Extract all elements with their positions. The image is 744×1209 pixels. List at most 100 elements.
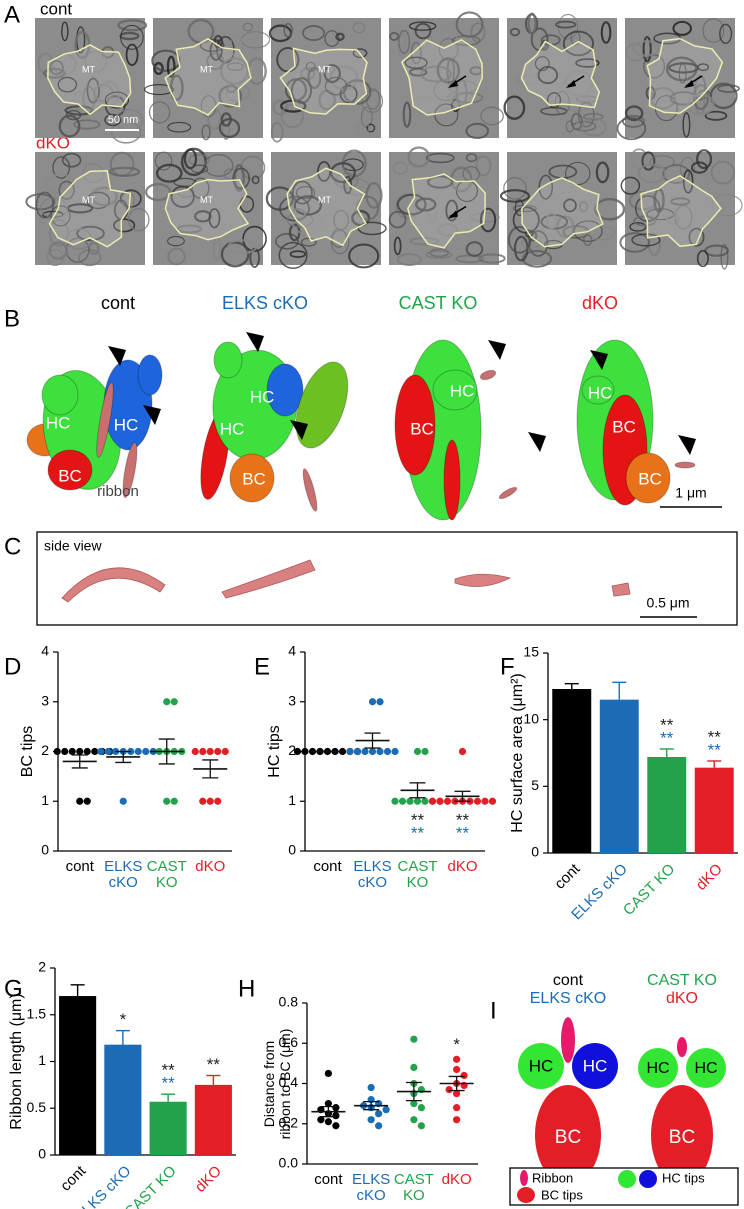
bc-shape — [535, 1085, 601, 1185]
terminal-outline — [164, 178, 250, 241]
em-texture — [674, 204, 693, 230]
data-point — [324, 1118, 332, 1126]
em-texture — [425, 152, 455, 164]
em-texture — [72, 91, 87, 111]
em-texture — [166, 55, 176, 78]
terminal-outline — [48, 170, 132, 248]
em-texture — [148, 101, 171, 124]
em-texture — [478, 253, 506, 264]
em-texture — [668, 62, 699, 74]
reconstruction-part — [498, 486, 518, 500]
data-point — [361, 747, 369, 756]
em-texture — [73, 119, 101, 130]
arrow-head — [448, 80, 458, 88]
y-axis-label: HC surface area (μm²) — [509, 673, 526, 832]
em-texture — [155, 163, 183, 183]
part-label: HC — [450, 381, 475, 400]
reconstruction-part — [302, 468, 318, 512]
terminal-outline — [279, 47, 368, 115]
data-point — [170, 698, 178, 706]
em-texture — [295, 186, 316, 199]
bc-label: BC — [555, 1127, 581, 1148]
x-tick-label: dKO — [195, 858, 226, 875]
reconstruction-part — [479, 369, 497, 381]
significance-stars: ** — [456, 824, 470, 843]
part-label: BC — [242, 469, 266, 488]
em-texture — [577, 101, 595, 128]
em-texture — [688, 227, 705, 247]
em-texture — [84, 50, 108, 73]
y-tick-label: 1.5 — [27, 1005, 47, 1021]
legend-ribbon — [520, 1170, 528, 1186]
em-texture — [225, 83, 251, 103]
bar — [194, 1084, 232, 1155]
ribbon-shape — [677, 1037, 687, 1057]
em-texture — [641, 151, 656, 171]
em-texture — [330, 229, 350, 255]
y-tick-label: 0.5 — [27, 1099, 47, 1115]
em-texture — [183, 148, 198, 170]
significance-stars: ** — [162, 1061, 176, 1080]
em-texture — [365, 182, 383, 209]
em-texture — [233, 163, 245, 192]
data-point — [324, 1069, 332, 1078]
data-point — [97, 747, 105, 756]
em-texture — [631, 40, 661, 57]
data-point — [346, 747, 354, 756]
em-texture — [710, 160, 736, 185]
em-texture — [330, 162, 356, 184]
data-point — [391, 797, 399, 805]
y-axis-label: Distance from ribbon to BC (μm) — [261, 1028, 293, 1139]
em-texture — [324, 76, 348, 96]
part-label: HC — [46, 413, 71, 432]
em-texture — [167, 235, 185, 247]
em-texture — [545, 211, 557, 230]
em-background — [507, 18, 617, 138]
data-point — [453, 1065, 461, 1074]
data-point — [199, 797, 207, 805]
mt-label: MT — [318, 64, 331, 74]
em-texture — [120, 24, 144, 50]
panel-label: I — [490, 997, 497, 1024]
em-texture — [436, 57, 461, 84]
data-point — [413, 747, 422, 756]
em-texture — [642, 35, 652, 63]
arrowhead-marker — [590, 350, 608, 370]
terminal-outline — [286, 167, 367, 247]
em-texture — [226, 62, 245, 71]
y-tick-label: 0.4 — [279, 1074, 299, 1090]
data-point — [375, 1122, 383, 1130]
em-texture — [573, 220, 603, 242]
em-texture — [199, 38, 225, 52]
em-texture — [58, 114, 81, 138]
arrowhead-marker — [143, 405, 161, 425]
y-tick-label: 0.8 — [279, 994, 299, 1010]
hc-label: HC — [583, 1056, 608, 1075]
em-texture — [52, 156, 71, 179]
data-point — [473, 797, 482, 805]
x-tick-label: CAST KO — [393, 1171, 434, 1204]
part-label: BC — [612, 417, 636, 436]
ribbon-side-view — [61, 567, 166, 603]
data-point — [410, 1035, 418, 1043]
em-texture — [672, 20, 692, 36]
em-texture — [624, 105, 644, 122]
hc-label: HC — [529, 1056, 554, 1075]
em-image: MT — [268, 18, 384, 143]
em-texture — [565, 161, 591, 186]
em-texture — [415, 197, 437, 212]
em-texture — [637, 163, 667, 184]
group-title: CAST KO — [399, 293, 478, 313]
data-point — [376, 747, 384, 756]
y-tick-label: 0.0 — [279, 1155, 299, 1171]
em-texture — [305, 61, 316, 72]
em-texture — [190, 164, 209, 174]
em-texture — [191, 177, 210, 199]
em-texture — [82, 163, 104, 184]
part-label: HC — [220, 419, 245, 438]
reconstruction-part — [47, 449, 93, 491]
reconstruction-part — [41, 374, 79, 416]
em-texture — [662, 164, 691, 184]
data-point — [417, 1104, 425, 1112]
em-texture — [333, 209, 349, 231]
